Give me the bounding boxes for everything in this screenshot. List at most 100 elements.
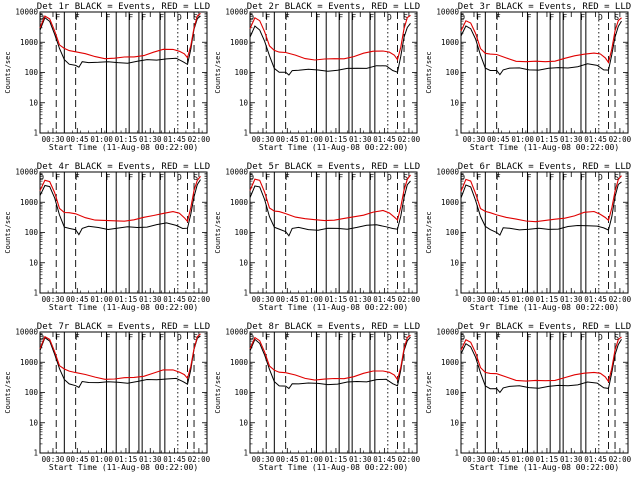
y-tick-label: 1000 bbox=[441, 198, 460, 207]
marker-label: F bbox=[55, 13, 60, 22]
y-tick-label: 1 bbox=[454, 129, 459, 138]
x-tick-label: 00:30 bbox=[42, 455, 65, 464]
plot-frame bbox=[460, 331, 629, 454]
marker-label: F bbox=[527, 13, 532, 22]
marker-label: F bbox=[549, 13, 554, 22]
plot-frame bbox=[460, 11, 629, 134]
plot-frame bbox=[249, 331, 418, 454]
y-tick-label: 100 bbox=[234, 228, 248, 237]
y-tick-label: 100 bbox=[234, 388, 248, 397]
plot-frame bbox=[249, 11, 418, 134]
panel-2: Det 2r BLACK = Events, RED = LLD 1 10 100 10… bbox=[214, 2, 421, 152]
x-tick-label: 02:00 bbox=[188, 135, 211, 144]
x-tick-label: 01:30 bbox=[560, 135, 583, 144]
marker-label: F bbox=[351, 333, 356, 342]
x-tick-label: 02:00 bbox=[398, 455, 421, 464]
x-axis-label: Start Time (11-Aug-08 00:22:00) bbox=[259, 463, 408, 472]
y-tick-label: 10 bbox=[239, 98, 249, 107]
y-tick-label: 1000 bbox=[441, 358, 460, 367]
marker-label: F bbox=[285, 173, 290, 182]
x-tick-label: 01:15 bbox=[325, 135, 348, 144]
x-tick-label: 01:15 bbox=[115, 455, 138, 464]
y-axis-label: Counts/sec bbox=[4, 211, 12, 253]
x-tick-label: 01:45 bbox=[584, 135, 607, 144]
marker-label: F bbox=[369, 13, 374, 22]
y-tick-label: 1 bbox=[243, 449, 248, 458]
marker-label: F bbox=[159, 333, 164, 342]
marker-label: S bbox=[403, 333, 408, 342]
marker-label: F bbox=[496, 173, 501, 182]
marker-label: D bbox=[39, 333, 44, 342]
x-tick-label: 02:00 bbox=[609, 295, 632, 304]
y-tick-label: 10 bbox=[450, 98, 460, 107]
marker-label: F bbox=[562, 333, 567, 342]
x-tick-label: 00:30 bbox=[463, 135, 486, 144]
y-tick-label: 10000 bbox=[225, 8, 248, 17]
lld-series-line bbox=[460, 17, 622, 64]
events-series-line bbox=[39, 335, 201, 389]
marker-label: F bbox=[369, 333, 374, 342]
marker-label: D bbox=[387, 13, 392, 22]
y-axis-label: Counts/sec bbox=[4, 371, 12, 413]
x-axis-label: Start Time (11-Aug-08 00:22:00) bbox=[49, 143, 198, 152]
marker-label: D bbox=[177, 13, 182, 22]
x-axis-label: Start Time (11-Aug-08 00:22:00) bbox=[259, 303, 408, 312]
x-tick-label: 01:30 bbox=[139, 455, 162, 464]
marker-label: F bbox=[128, 13, 133, 22]
panel-7: Det 7r BLACK = Events, RED = LLD 1 10 100 10… bbox=[4, 322, 211, 472]
marker-label: F bbox=[562, 173, 567, 182]
x-tick-label: 00:45 bbox=[66, 455, 89, 464]
marker-label: F bbox=[476, 13, 481, 22]
marker-label: S bbox=[614, 173, 619, 182]
y-tick-label: 1000 bbox=[230, 198, 249, 207]
marker-label: F bbox=[338, 13, 343, 22]
marker-label: S bbox=[614, 13, 619, 22]
x-tick-label: 00:30 bbox=[42, 135, 65, 144]
lld-series-line bbox=[249, 334, 411, 381]
marker-label: F bbox=[128, 173, 133, 182]
y-tick-label: 10000 bbox=[436, 168, 459, 177]
y-tick-label: 10000 bbox=[15, 328, 38, 337]
y-tick-label: 10 bbox=[29, 98, 39, 107]
marker-label: D bbox=[177, 333, 182, 342]
marker-label: D bbox=[598, 173, 603, 182]
marker-label: S bbox=[403, 13, 408, 22]
x-tick-label: 00:45 bbox=[487, 295, 510, 304]
y-tick-label: 100 bbox=[24, 68, 38, 77]
x-axis-label: Start Time (11-Aug-08 00:22:00) bbox=[470, 303, 619, 312]
x-tick-label: 01:00 bbox=[90, 295, 113, 304]
x-tick-label: 00:30 bbox=[252, 295, 275, 304]
marker-label: F bbox=[316, 333, 321, 342]
panel-title: Det 2r BLACK = Events, RED = LLD bbox=[247, 2, 420, 12]
lld-series-line bbox=[249, 174, 411, 222]
panel-1: Det 1r BLACK = Events, RED = LLD 1 10 100 10… bbox=[4, 2, 211, 152]
y-tick-label: 10000 bbox=[225, 328, 248, 337]
x-axis-label: Start Time (11-Aug-08 00:22:00) bbox=[49, 303, 198, 312]
y-tick-label: 1000 bbox=[20, 38, 39, 47]
x-tick-label: 00:45 bbox=[276, 455, 299, 464]
x-axis-label: Start Time (11-Aug-08 00:22:00) bbox=[470, 463, 619, 472]
panel-8: Det 8r BLACK = Events, RED = LLD 1 10 100 10… bbox=[214, 322, 421, 472]
x-tick-label: 00:45 bbox=[276, 135, 299, 144]
lld-series-line bbox=[39, 176, 201, 223]
y-tick-label: 10 bbox=[239, 418, 249, 427]
y-tick-label: 100 bbox=[24, 388, 38, 397]
marker-label: D bbox=[249, 13, 254, 22]
marker-label: D bbox=[598, 13, 603, 22]
marker-label: S bbox=[614, 333, 619, 342]
marker-label: D bbox=[249, 333, 254, 342]
marker-label: D bbox=[387, 333, 392, 342]
plot-frame bbox=[39, 11, 208, 134]
marker-label: F bbox=[338, 173, 343, 182]
y-tick-label: 10000 bbox=[15, 8, 38, 17]
marker-label: F bbox=[316, 173, 321, 182]
x-tick-label: 00:45 bbox=[276, 295, 299, 304]
lld-series-line bbox=[460, 175, 622, 223]
marker-label: F bbox=[338, 333, 343, 342]
x-tick-label: 00:30 bbox=[463, 295, 486, 304]
events-series-line bbox=[39, 15, 201, 68]
marker-label: F bbox=[580, 173, 585, 182]
marker-label: F bbox=[316, 13, 321, 22]
events-series-line bbox=[460, 339, 622, 394]
